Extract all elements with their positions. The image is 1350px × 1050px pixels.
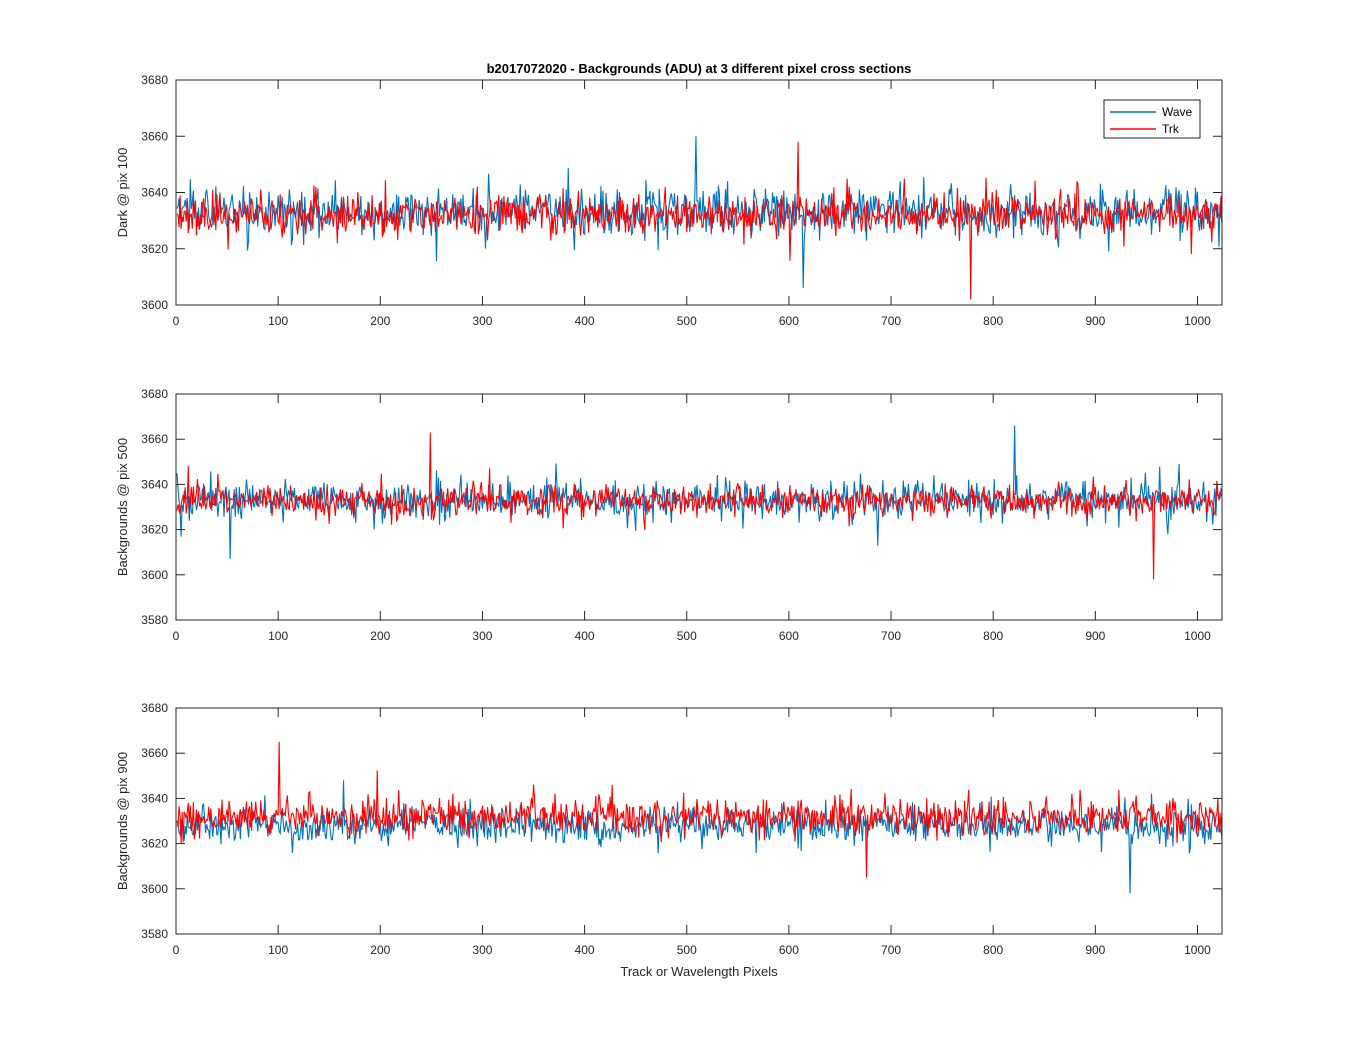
y-tick-label: 3640 [141,477,168,491]
y-tick-label: 3660 [141,432,168,446]
x-tick-label: 300 [472,629,492,643]
x-tick-label: 700 [881,629,901,643]
axes-box [175,707,1223,935]
x-tick-label: 200 [370,314,390,328]
y-tick-label: 3680 [141,387,168,401]
x-tick-label: 300 [472,314,492,328]
x-tick-label: 200 [370,629,390,643]
x-tick-label: 400 [575,943,595,957]
y-tick-label: 3600 [141,298,168,312]
y-tick-label: 3660 [141,746,168,760]
series-line-trk [176,741,1222,878]
x-tick-label: 400 [575,629,595,643]
x-tick-label: 200 [370,943,390,957]
x-tick-label: 500 [677,629,697,643]
y-tick-label: 3580 [141,613,168,627]
x-tick-label: 600 [779,943,799,957]
x-tick-label: 0 [173,943,180,957]
x-tick-label: 100 [268,314,288,328]
x-tick-label: 1000 [1184,629,1211,643]
y-tick-label: 3600 [141,882,168,896]
subplot-1: 0 100 200 300 400 500 600 700 800 900 1000 3600 3620… [115,73,1223,328]
x-tick-label: 300 [472,943,492,957]
y-tick-label: 3620 [141,242,168,256]
x-tick-label: 900 [1085,943,1105,957]
legend-wave-label: Wave [1162,105,1193,119]
x-tick-label: 400 [575,314,595,328]
x-tick-label: 900 [1085,629,1105,643]
x-tick-label: 100 [268,629,288,643]
x-tick-label: 0 [173,629,180,643]
y-axis-label: Backgrounds @ pix 500 [115,438,130,576]
legend: Wave Trk [1103,99,1201,139]
series-line-trk [176,141,1222,300]
x-tick-label: 800 [983,943,1003,957]
y-tick-label: 3640 [141,791,168,805]
y-tick-label: 3680 [141,73,168,87]
y-tick-label: 3640 [141,186,168,200]
x-tick-label: 700 [881,943,901,957]
y-tick-label: 3620 [141,837,168,851]
subplot-3: 0 100 200 300 400 500 600 700 800 900 1000 3580 3600… [115,701,1223,979]
y-tick-label: 3660 [141,129,168,143]
subplots-container: 0 100 200 300 400 500 600 700 800 900 100036003620… [115,73,1223,979]
figure-title: b2017072020 - Backgrounds (ADU) at 3 dif… [487,61,912,76]
legend-box [1103,99,1201,139]
y-tick-label: 3620 [141,523,168,537]
x-axis-label: Track or Wavelength Pixels [620,964,778,979]
x-tick-label: 800 [983,629,1003,643]
x-tick-label: 600 [779,314,799,328]
subplot-2: 0 100 200 300 400 500 600 700 800 900 1000 3580 3600… [115,387,1223,643]
x-tick-label: 500 [677,943,697,957]
axes-box [175,393,1223,621]
x-tick-label: 1000 [1184,314,1211,328]
y-tick-label: 3680 [141,701,168,715]
series-line-wave [176,136,1222,289]
x-tick-label: 900 [1085,314,1105,328]
x-tick-label: 600 [779,629,799,643]
y-tick-label: 3600 [141,568,168,582]
legend-trk-label: Trk [1162,122,1180,136]
y-axis-label: Backgrounds @ pix 900 [115,752,130,890]
y-tick-label: 3580 [141,927,168,941]
x-tick-label: 0 [173,314,180,328]
x-tick-label: 1000 [1184,943,1211,957]
y-axis-label: Dark @ pix 100 [115,148,130,238]
x-tick-label: 500 [677,314,697,328]
x-tick-label: 800 [983,314,1003,328]
x-tick-label: 700 [881,314,901,328]
x-tick-label: 100 [268,943,288,957]
series-line-trk [176,432,1222,580]
